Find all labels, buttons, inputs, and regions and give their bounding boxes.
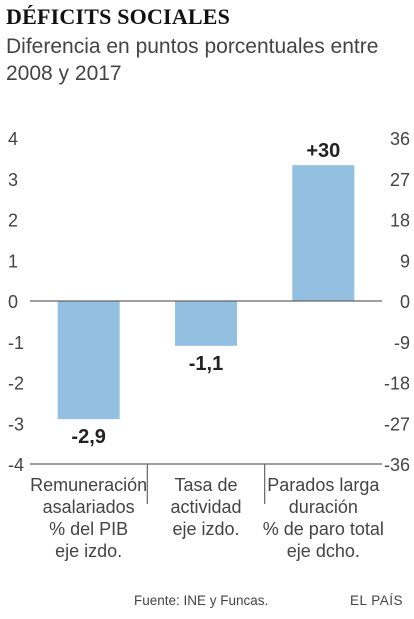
category-label-line: Parados larga bbox=[267, 475, 380, 495]
right-axis-tick-label: 0 bbox=[400, 292, 410, 312]
category-label-line: actividad bbox=[170, 497, 241, 517]
left-axis-tick-label: 2 bbox=[8, 211, 18, 231]
category-label-line: eje dcho. bbox=[287, 541, 360, 561]
bar bbox=[57, 301, 120, 420]
bar-value-label: +30 bbox=[306, 140, 340, 162]
category-label-line: eje izdo. bbox=[172, 519, 239, 539]
right-axis-tick-label: -27 bbox=[384, 414, 410, 434]
category-label-line: Tasa de bbox=[174, 475, 237, 495]
category-label-line: asalariados bbox=[43, 497, 135, 517]
bar-value-label: -1,1 bbox=[189, 353, 223, 375]
left-axis-tick-label: 0 bbox=[8, 292, 18, 312]
bar bbox=[292, 165, 355, 301]
left-axis-tick-label: -3 bbox=[8, 414, 24, 434]
left-axis-tick-label: -1 bbox=[8, 333, 24, 353]
right-axis-tick-label: -9 bbox=[394, 333, 410, 353]
category-label: Remuneración asalariados% del PIB eje izdo… bbox=[30, 475, 147, 561]
right-axis-tick-label: 18 bbox=[390, 211, 410, 231]
category-label-line: Remuneración bbox=[30, 475, 147, 495]
brand-logo-text: EL PAÍS bbox=[350, 593, 404, 608]
category-label: Parados larga duración% de paro total eje … bbox=[263, 475, 384, 561]
left-axis-tick-label: -4 bbox=[8, 455, 24, 475]
bar-value-label: -2,9 bbox=[71, 426, 105, 448]
source-note: Fuente: INE y Funcas. bbox=[134, 593, 269, 608]
right-axis-tick-label: -18 bbox=[384, 374, 410, 394]
left-axis-tick-label: 1 bbox=[8, 251, 18, 271]
bar-chart: 4 3 2 1 0 -1 -2 -3 -4 36 27 18 9 0 -9 -18 -27 -36 -2,9 -1,1… bbox=[8, 129, 410, 561]
right-axis-tick-label: 36 bbox=[390, 129, 410, 149]
left-axis-tick-label: 4 bbox=[8, 129, 18, 149]
right-axis-tick-label: 9 bbox=[400, 251, 410, 271]
right-axis-tick-label: -36 bbox=[384, 455, 410, 475]
left-axis-tick-label: 3 bbox=[8, 170, 18, 190]
category-label-line: % de paro total bbox=[263, 519, 384, 539]
category-label-line: eje izdo. bbox=[55, 541, 122, 561]
chart-title: DÉFICITS SOCIALES bbox=[6, 4, 231, 29]
left-axis-tick-label: -2 bbox=[8, 374, 24, 394]
chart-subtitle: Diferencia en puntos porcentuales entre … bbox=[6, 35, 379, 85]
category-label: Tasa de actividad eje izdo. bbox=[170, 475, 241, 539]
category-label-line: % del PIB bbox=[49, 519, 128, 539]
category-label-line: duración bbox=[289, 497, 358, 517]
right-axis-tick-label: 27 bbox=[390, 170, 410, 190]
bar bbox=[175, 301, 237, 346]
